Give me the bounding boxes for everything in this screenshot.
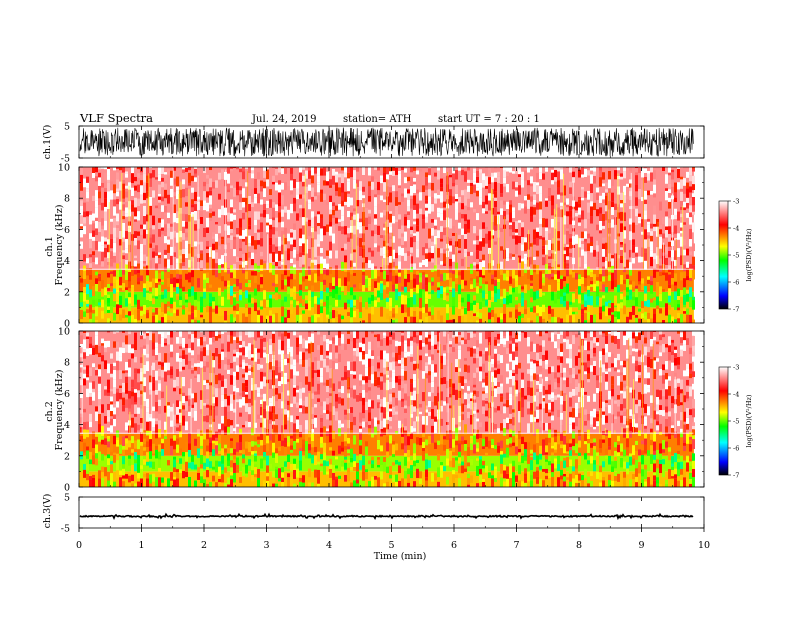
ch3-waveform-ylabel: ch.3(V) bbox=[42, 494, 53, 529]
y-tick-label: 2 bbox=[64, 287, 70, 298]
ch2-colorbar: -3 -4 -5 -6 -7 log(PSD)(V²/Hz) bbox=[719, 364, 753, 480]
colorbar-tick-label: -5 bbox=[733, 252, 739, 260]
colorbar-tick-label: -6 bbox=[733, 279, 739, 287]
x-axis-label: Time (min) bbox=[374, 551, 427, 562]
x-tick-label-3: 3 bbox=[263, 540, 269, 551]
header-station: station= ATH bbox=[343, 114, 412, 125]
chart-title: VLF Spectra bbox=[79, 111, 153, 125]
colorbar-tick-label: -7 bbox=[733, 306, 739, 314]
x-tick-label-2: 2 bbox=[201, 540, 207, 551]
y-tick-label: 10 bbox=[58, 327, 70, 338]
x-tick-label-5: 5 bbox=[388, 540, 394, 551]
y-tick-label: 5 bbox=[64, 493, 70, 504]
waveform-path bbox=[80, 128, 693, 157]
colorbar-tick-label: -4 bbox=[733, 225, 739, 233]
y-tick-label: -5 bbox=[61, 524, 70, 535]
colorbar-tick-label: -5 bbox=[733, 418, 739, 426]
x-tick-label-4: 4 bbox=[326, 540, 332, 551]
x-tick-label-1: 1 bbox=[138, 540, 144, 551]
waveform-path bbox=[80, 514, 693, 518]
x-tick-label-9: 9 bbox=[638, 540, 644, 551]
x-tick-label-6: 6 bbox=[451, 540, 457, 551]
ch2-spectrogram bbox=[79, 331, 695, 487]
y-tick-label: 8 bbox=[64, 194, 70, 205]
y-tick-label: 8 bbox=[64, 358, 70, 369]
ch1-waveform-ylabel: ch.1(V) bbox=[42, 125, 53, 160]
ch1-waveform-trace bbox=[80, 128, 693, 157]
ch2-spectrogram-ylabel: ch.2 Frequency (kHz) bbox=[44, 370, 65, 451]
colorbar-gradient bbox=[719, 367, 728, 475]
ch3-waveform-trace bbox=[80, 514, 693, 518]
colorbar-tick-label: -6 bbox=[733, 445, 739, 453]
y-tick-label: 5 bbox=[64, 122, 70, 133]
colorbar-tick-label: -7 bbox=[733, 472, 739, 480]
x-tick-label-10: 10 bbox=[698, 540, 710, 551]
colorbar-gradient bbox=[719, 201, 728, 309]
ch2-spec-ylabel-line2: Frequency (kHz) bbox=[54, 370, 65, 451]
colorbar-tick-label: -4 bbox=[733, 391, 739, 399]
y-tick-label: 10 bbox=[58, 163, 70, 174]
x-tick-labels: 0 1 2 3 4 5 6 7 8 9 10 bbox=[76, 528, 710, 551]
ch1-spec-ylabel-line2: Frequency (kHz) bbox=[54, 205, 65, 286]
colorbar-tick-label: -3 bbox=[733, 364, 739, 372]
ch1-colorbar: -3 -4 -5 -6 -7 log(PSD)(V²/Hz) bbox=[719, 198, 753, 314]
x-tick-label-0: 0 bbox=[76, 540, 82, 551]
y-tick-label: 2 bbox=[64, 451, 70, 462]
panel-frame-3 bbox=[79, 497, 704, 528]
header-date: Jul. 24, 2019 bbox=[251, 114, 317, 125]
colorbar-label: log(PSD)(V²/Hz) bbox=[745, 228, 753, 281]
header-start-ut: start UT = 7 : 20 : 1 bbox=[438, 114, 540, 125]
x-tick-label-7: 7 bbox=[513, 540, 519, 551]
ch1-spectrogram-ylabel: ch.1 Frequency (kHz) bbox=[44, 205, 65, 286]
colorbar-tick-label: -3 bbox=[733, 198, 739, 206]
ch1-spectrogram bbox=[79, 167, 695, 323]
x-tick-label-8: 8 bbox=[576, 540, 582, 551]
colorbar-label: log(PSD)(V²/Hz) bbox=[745, 394, 753, 447]
